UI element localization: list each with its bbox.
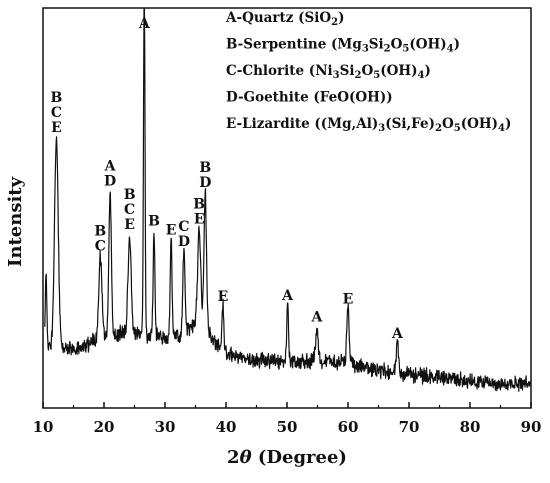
peak-label: B xyxy=(148,213,160,229)
x-tick-label: 10 xyxy=(33,418,54,436)
peak-label: E xyxy=(51,120,62,136)
trace-layer xyxy=(44,8,531,392)
peak-label: D xyxy=(104,174,116,190)
peak-label: D xyxy=(178,234,190,250)
peak-label: B xyxy=(50,90,62,106)
peak-label: A xyxy=(138,16,151,32)
peak-label: B xyxy=(124,187,136,203)
peak-label: E xyxy=(343,292,354,308)
peak-label: C xyxy=(51,105,62,121)
x-axis-ticks: 10 20 30 40 50 60 70 80 90 xyxy=(33,402,542,436)
peak-label: E xyxy=(218,289,229,305)
peak-label: B xyxy=(199,160,211,176)
legend-entry: E-Lizardite ((Mg,Al)3(Si,Fe)2O5(OH)4) xyxy=(226,116,511,134)
x-axis-title: 2θ (Degree) xyxy=(227,447,347,468)
x-tick-label: 30 xyxy=(155,418,176,436)
legend: A-Quartz (SiO2) B-Serpentine (Mg3Si2O5(OH… xyxy=(225,10,511,134)
peak-label: B xyxy=(94,223,106,239)
peak-label: C xyxy=(95,238,106,254)
x-tick-label: 60 xyxy=(338,418,359,436)
peak-label: D xyxy=(199,175,211,191)
legend-entry: A-Quartz (SiO2) xyxy=(225,10,345,28)
x-tick-label: 70 xyxy=(399,418,420,436)
legend-entry: D-Goethite (FeO(OH)) xyxy=(226,90,393,106)
xrd-pattern-line xyxy=(44,8,531,392)
x-tick-label: 40 xyxy=(216,418,237,436)
x-tick-label: 20 xyxy=(94,418,115,436)
peak-label: E xyxy=(194,211,205,227)
peak-label: A xyxy=(391,326,404,342)
legend-entry: B-Serpentine (Mg3Si2O5(OH)4) xyxy=(226,37,460,55)
peak-label: C xyxy=(178,219,189,235)
peak-label: C xyxy=(124,202,135,218)
x-tick-label: 50 xyxy=(277,418,298,436)
peak-label: A xyxy=(281,288,294,304)
peak-label: A xyxy=(310,310,323,326)
legend-entry: C-Chlorite (Ni3Si2O5(OH)4) xyxy=(226,63,431,81)
peak-label: E xyxy=(124,217,135,233)
x-tick-label: 90 xyxy=(521,418,542,436)
peak-label: E xyxy=(166,222,177,238)
y-axis-title: Intensity xyxy=(5,176,26,267)
peak-label: A xyxy=(104,159,117,175)
peak-label: B xyxy=(193,196,205,212)
x-tick-label: 80 xyxy=(460,418,481,436)
